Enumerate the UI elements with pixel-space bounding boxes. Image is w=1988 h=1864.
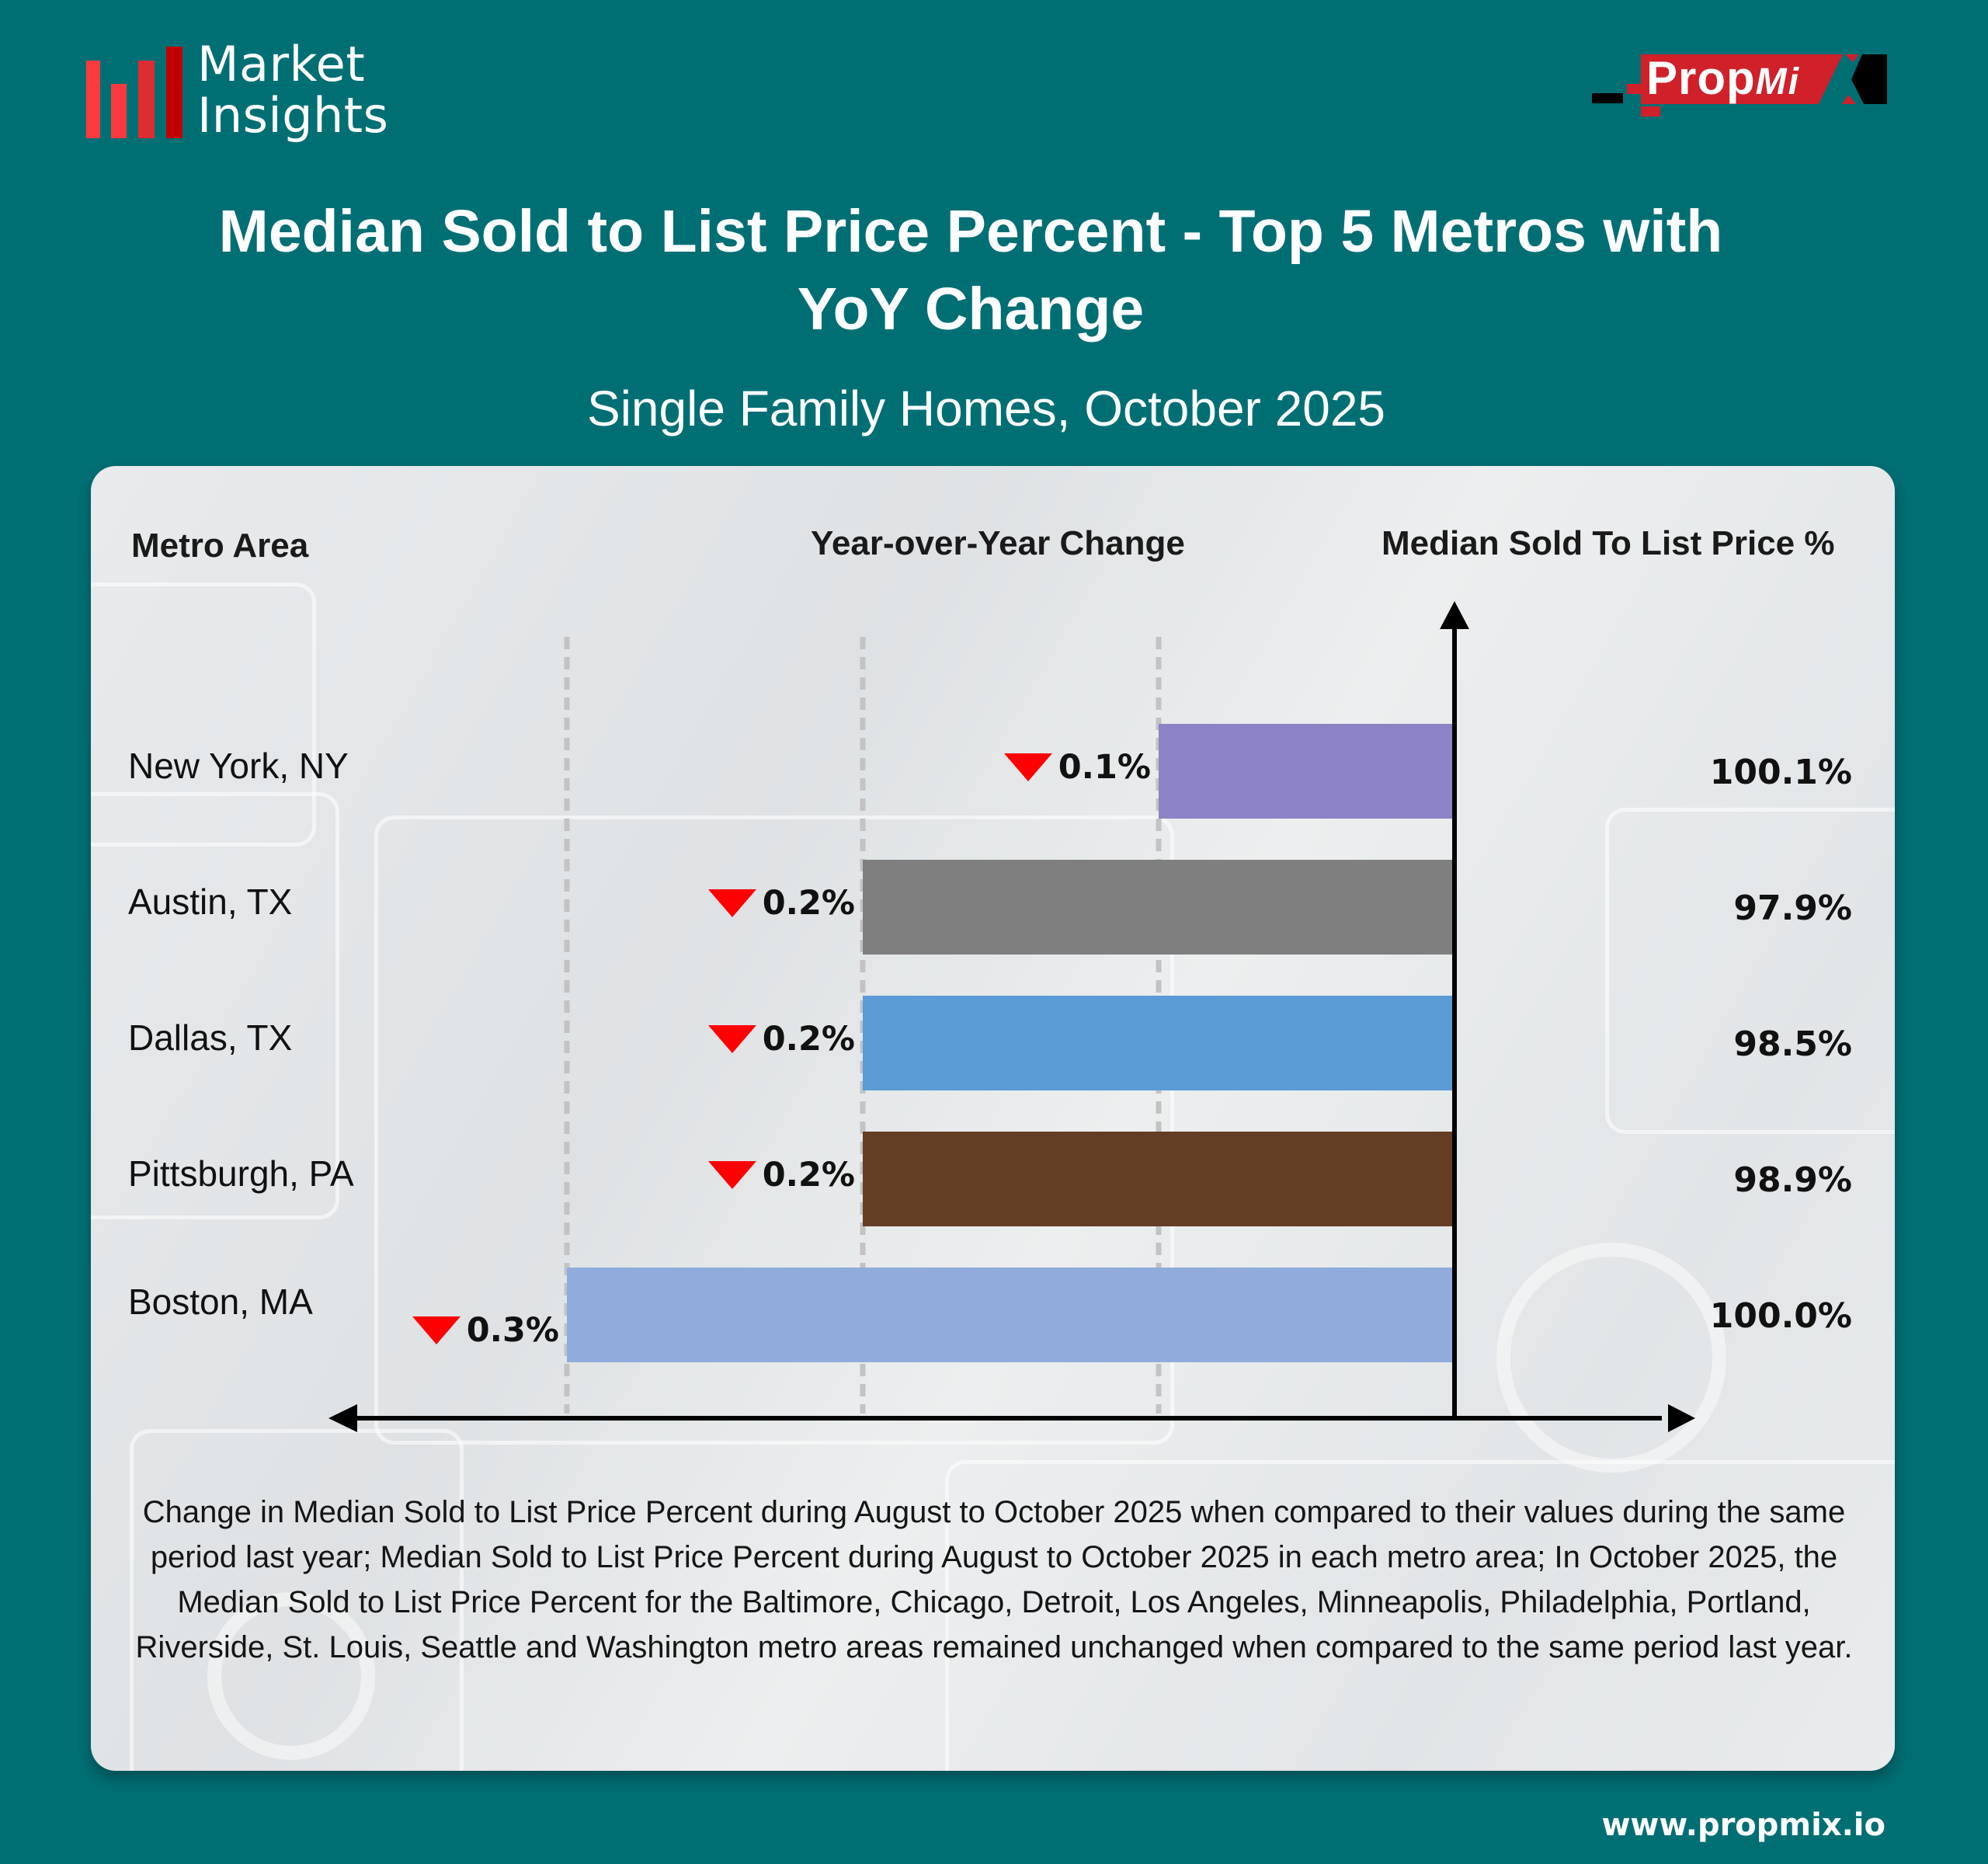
yoy-change-label: 0.2% (707, 1020, 855, 1059)
logo-red-banner (1641, 54, 1843, 104)
decline-triangle-icon (707, 1025, 756, 1053)
x-axis-right-arrow-icon (1668, 1404, 1695, 1432)
bg-decoration (91, 792, 339, 1219)
logo-line1: Market (197, 36, 366, 92)
median-value-label: 98.5% (1733, 1024, 1852, 1064)
yoy-change-label: 0.1% (1003, 748, 1151, 787)
bg-decoration (130, 1429, 464, 1771)
page-subtitle: Single Family Homes, October 2025 (587, 381, 1385, 436)
median-value-label: 98.9% (1733, 1160, 1852, 1200)
yoy-change-value: 0.1% (1058, 748, 1151, 787)
decline-triangle-icon (412, 1316, 461, 1344)
metro-label: Dallas, TX (128, 1017, 293, 1058)
bar-boston-ma (567, 1268, 1455, 1362)
logo-text: Market Insights (197, 39, 388, 141)
median-value-label: 100.0% (1709, 1296, 1852, 1336)
decline-triangle-icon (707, 889, 756, 917)
yoy-change-label: 0.2% (707, 884, 855, 923)
metro-label: New York, NY (128, 746, 349, 786)
yoy-change-label: 0.3% (412, 1311, 559, 1350)
logo-prop: Prop (1646, 52, 1756, 104)
yoy-change-value: 0.2% (762, 1156, 855, 1195)
column-header-metro: Metro Area (131, 527, 309, 565)
propmix-logo: PropMi (1592, 50, 1903, 124)
logo-square-icon (1592, 93, 1623, 103)
metro-label: Boston, MA (128, 1282, 313, 1322)
bg-decoration (945, 1460, 1895, 1771)
bg-decoration (91, 582, 316, 847)
website-link[interactable]: www.propmix.io (1601, 1807, 1885, 1843)
title-line2: YoY Change (797, 276, 1145, 343)
bar-new-york-ny (1159, 724, 1455, 819)
logo-line2: Insights (197, 87, 389, 144)
yoy-change-value: 0.2% (762, 884, 855, 923)
median-value-label: 100.1% (1709, 753, 1852, 792)
decline-triangle-icon (1003, 753, 1052, 781)
median-value-label: 97.9% (1733, 889, 1852, 928)
logo-bar-icon (111, 84, 127, 138)
yoy-change-label: 0.2% (707, 1156, 855, 1195)
decline-triangle-icon (707, 1161, 756, 1189)
title-line1: Median Sold to List Price Percent - Top … (218, 198, 1723, 265)
logo-bar-icon (86, 61, 100, 138)
logo-x-icon (1842, 54, 1887, 104)
y-axis-up-arrow-icon (1440, 601, 1469, 629)
column-header-yoy: Year-over-Year Change (811, 524, 1185, 562)
logo-bar-icon (138, 61, 155, 138)
logo-bar-icon (166, 47, 182, 138)
bg-decoration (1605, 808, 1895, 1134)
chart-card: Metro Area Year-over-Year Change Median … (91, 466, 1895, 1771)
metro-label: Pittsburgh, PA (128, 1153, 354, 1194)
logo-square-icon (1627, 84, 1641, 94)
bg-decoration (374, 816, 1174, 1445)
footnote: Change in Median Sold to List Price Perc… (135, 1495, 1853, 1664)
x-axis-left-arrow-icon (328, 1404, 357, 1432)
logo-square-icon (1641, 106, 1660, 116)
bar-pittsburgh-pa (863, 1132, 1455, 1226)
metro-label: Austin, TX (128, 882, 293, 922)
page-title: Median Sold to List Price Percent - Top … (140, 193, 1802, 348)
bar-dallas-tx (863, 996, 1455, 1090)
logo-wordmark: PropMi (1646, 54, 1800, 107)
logo-mi: Mi (1755, 61, 1800, 103)
column-header-value: Median Sold To List Price % (1382, 524, 1835, 562)
bar-austin-tx (863, 860, 1455, 955)
yoy-change-value: 0.2% (762, 1020, 855, 1059)
yoy-change-value: 0.3% (466, 1311, 559, 1350)
